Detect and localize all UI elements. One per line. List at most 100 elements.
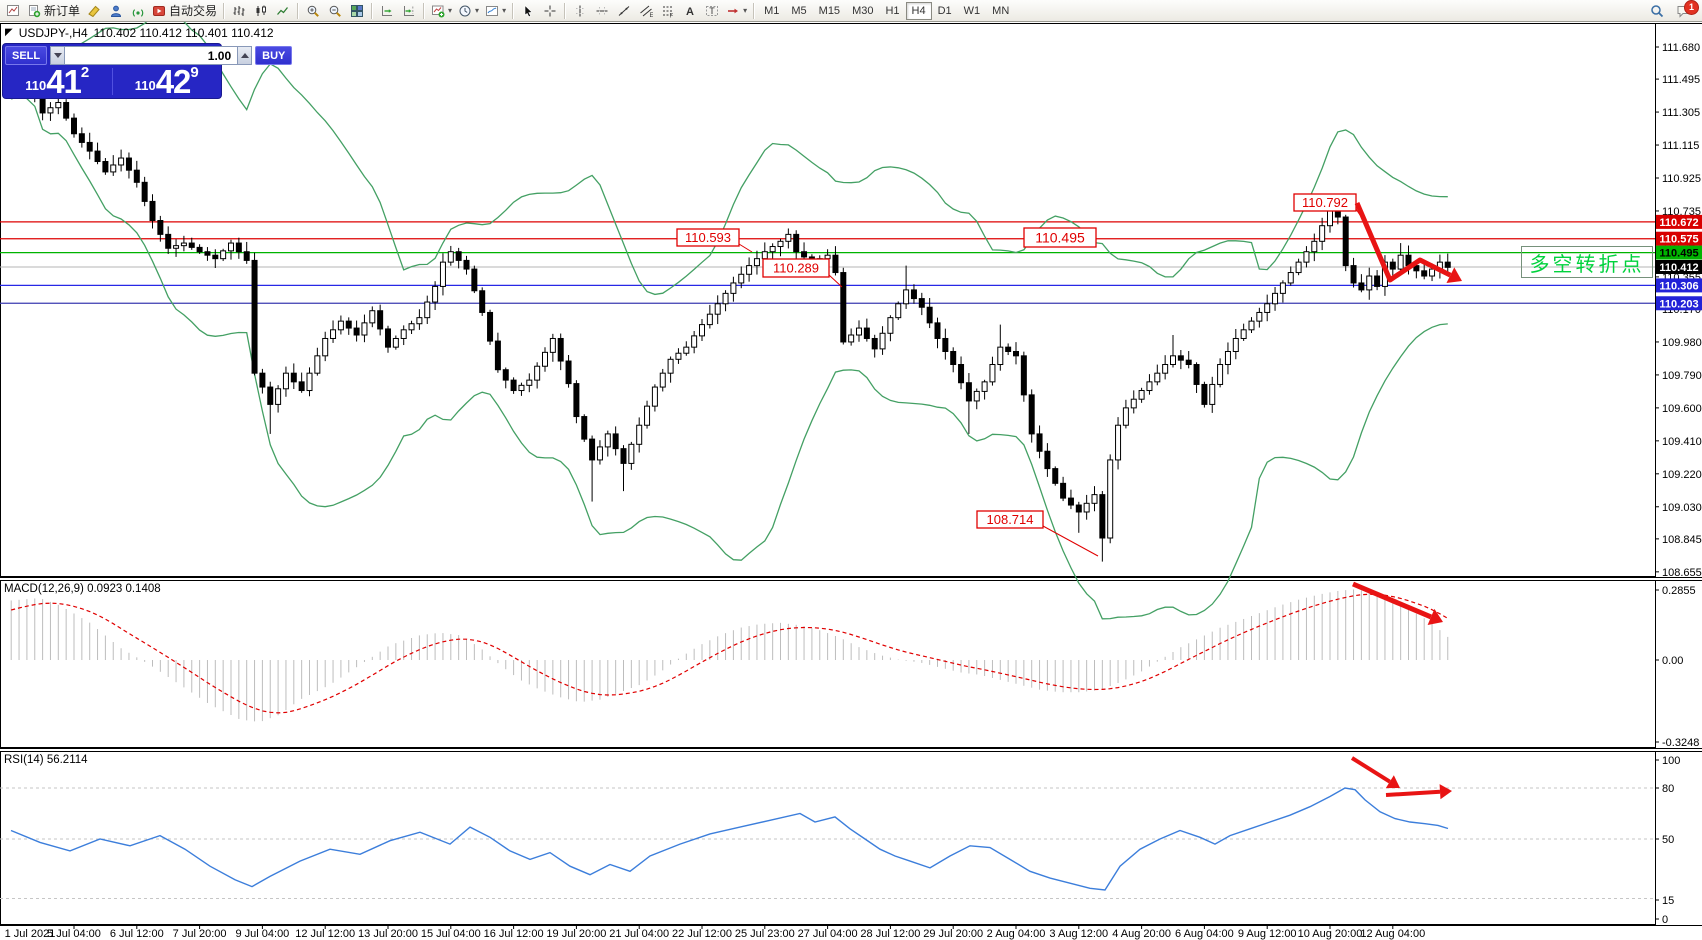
svg-text:A: A xyxy=(686,6,694,18)
price-annotation-110.792[interactable]: 110.792 xyxy=(1293,193,1361,216)
macd-label: MACD(12,26,9) 0.0923 0.1408 xyxy=(4,583,161,595)
sell-button[interactable]: SELL xyxy=(5,46,48,65)
svg-text:110.289: 110.289 xyxy=(773,261,819,276)
toolbar-separator xyxy=(223,2,226,19)
timeframe-mn-button[interactable]: MN xyxy=(986,2,1015,20)
channel-icon: E xyxy=(639,4,653,18)
price-annotation-110.593[interactable]: 110.593 xyxy=(676,228,753,253)
notification-badge: 1 xyxy=(1684,0,1699,15)
search-icon xyxy=(1650,4,1664,18)
notifications-button[interactable]: 1 xyxy=(1672,0,1699,21)
tile-windows-icon xyxy=(350,4,364,18)
time-tick: 21 Jul 04:00 xyxy=(609,928,669,940)
volume-input[interactable] xyxy=(65,46,238,65)
auto-scroll-icon xyxy=(380,4,394,18)
macd-tick: -0.3248 xyxy=(1662,737,1699,749)
zoom-in-button[interactable] xyxy=(302,1,324,21)
indicators-icon xyxy=(431,4,445,18)
line-chart-mode-button[interactable] xyxy=(272,1,294,21)
timeframe-m5-button[interactable]: M5 xyxy=(785,2,812,20)
fibonacci-tool-button[interactable]: F xyxy=(657,1,679,21)
autotrading-button[interactable]: 自动交易 xyxy=(149,1,220,21)
chevron-down-icon: ▾ xyxy=(743,6,748,15)
text-icon: A xyxy=(683,4,697,18)
volume-increase-button[interactable] xyxy=(237,46,253,65)
price-tick: 109.980 xyxy=(1662,337,1702,349)
red-arrow-annotation[interactable] xyxy=(1354,202,1462,284)
auto-scroll-button[interactable] xyxy=(376,1,398,21)
market-watch-button[interactable] xyxy=(83,1,105,21)
timeframe-w1-button[interactable]: W1 xyxy=(958,2,987,20)
arrows-tool-button[interactable]: ▾ xyxy=(723,1,750,21)
text-tool-button[interactable]: A xyxy=(679,1,701,21)
crosshair-tool-button[interactable] xyxy=(539,1,561,21)
bar-chart-mode-button[interactable] xyxy=(228,1,250,21)
price-annotation-110.495[interactable]: 110.495 xyxy=(1023,227,1097,248)
svg-text:110.672: 110.672 xyxy=(1659,217,1698,229)
periods-list-button[interactable]: ▾ xyxy=(455,1,482,21)
bar-chart-icon xyxy=(232,4,246,18)
price-tag-110.203 xyxy=(1656,296,1702,311)
timeframe-m30-button[interactable]: M30 xyxy=(846,2,879,20)
search-button[interactable] xyxy=(1646,1,1668,21)
buy-price[interactable]: 110 42 9 xyxy=(113,64,222,98)
turning-point-note[interactable]: 多空转折点 xyxy=(1521,246,1653,278)
bollinger-bands xyxy=(10,5,1448,620)
toolbar-separator xyxy=(753,2,756,19)
candles-icon xyxy=(254,4,268,18)
red-arrow-annotation[interactable] xyxy=(1350,756,1400,789)
zoom-out-button[interactable] xyxy=(324,1,346,21)
indicators-list-button[interactable]: ▾ xyxy=(428,1,455,21)
signals-icon xyxy=(131,4,145,18)
chevron-down-icon: ▾ xyxy=(475,6,480,15)
toolbar-separator xyxy=(512,2,515,19)
toolbar: 新订单 自动交易 ▾ ▾ ▾ E F A T ▾ M1 M5 M15 M30 H1 H4 D1 W1 MN 1 xyxy=(0,0,1702,22)
timeframe-m15-button[interactable]: M15 xyxy=(813,2,846,20)
chart-shift-button[interactable] xyxy=(398,1,420,21)
vertical-line-tool-button[interactable] xyxy=(569,1,591,21)
timeframe-h1-button[interactable]: H1 xyxy=(879,2,905,20)
candlestick-mode-button[interactable] xyxy=(250,1,272,21)
time-tick: 3 Aug 12:00 xyxy=(1049,928,1108,940)
volume-decrease-button[interactable] xyxy=(50,46,66,65)
time-tick: 15 Jul 04:00 xyxy=(421,928,481,940)
candlesticks xyxy=(8,68,1451,562)
trendline-tool-button[interactable] xyxy=(613,1,635,21)
chart-shift-marker-icon: ◤ xyxy=(5,27,13,38)
red-arrow-annotation[interactable] xyxy=(1352,581,1443,626)
horizontal-line-tool-button[interactable] xyxy=(591,1,613,21)
red-arrow-annotation[interactable] xyxy=(1385,784,1452,800)
price-tag-110.575 xyxy=(1656,231,1702,246)
sell-price[interactable]: 110 41 2 xyxy=(3,63,112,100)
signals-button[interactable] xyxy=(127,1,149,21)
sell-price-prefix: 110 xyxy=(25,78,47,93)
text-label-tool-button[interactable]: T xyxy=(701,1,723,21)
templates-list-button[interactable]: ▾ xyxy=(482,1,509,21)
price-annotation-108.714[interactable]: 108.714 xyxy=(976,510,1099,557)
vline-icon xyxy=(573,4,587,18)
svg-text:110.792: 110.792 xyxy=(1302,195,1348,210)
price-annotation-110.289[interactable]: 110.289 xyxy=(762,258,843,288)
new-order-label: 新订单 xyxy=(44,4,81,18)
timeframe-m1-button[interactable]: M1 xyxy=(758,2,785,20)
svg-text:F: F xyxy=(670,13,674,18)
tile-windows-button[interactable] xyxy=(346,1,368,21)
svg-text:110.203: 110.203 xyxy=(1659,298,1698,310)
time-tick: 1 Jul 2021 xyxy=(5,928,56,940)
time-tick: 12 Jul 12:00 xyxy=(295,928,355,940)
price-tag-110.495 xyxy=(1656,245,1702,260)
cursor-tool-button[interactable] xyxy=(517,1,539,21)
equidistant-channel-tool-button[interactable]: E xyxy=(635,1,657,21)
time-tick: 12 Aug 04:00 xyxy=(1360,928,1425,940)
macd-histogram xyxy=(10,589,1449,722)
new-order-button[interactable]: 新订单 xyxy=(24,1,83,21)
buy-button[interactable]: BUY xyxy=(255,46,293,65)
time-tick: 19 Jul 20:00 xyxy=(546,928,606,940)
navigator-button[interactable] xyxy=(105,1,127,21)
sell-price-big: 41 xyxy=(46,63,82,100)
new-chart-button[interactable] xyxy=(2,1,24,21)
timeframe-h4-button[interactable]: H4 xyxy=(905,1,932,20)
timeframe-d1-button[interactable]: D1 xyxy=(932,2,958,20)
